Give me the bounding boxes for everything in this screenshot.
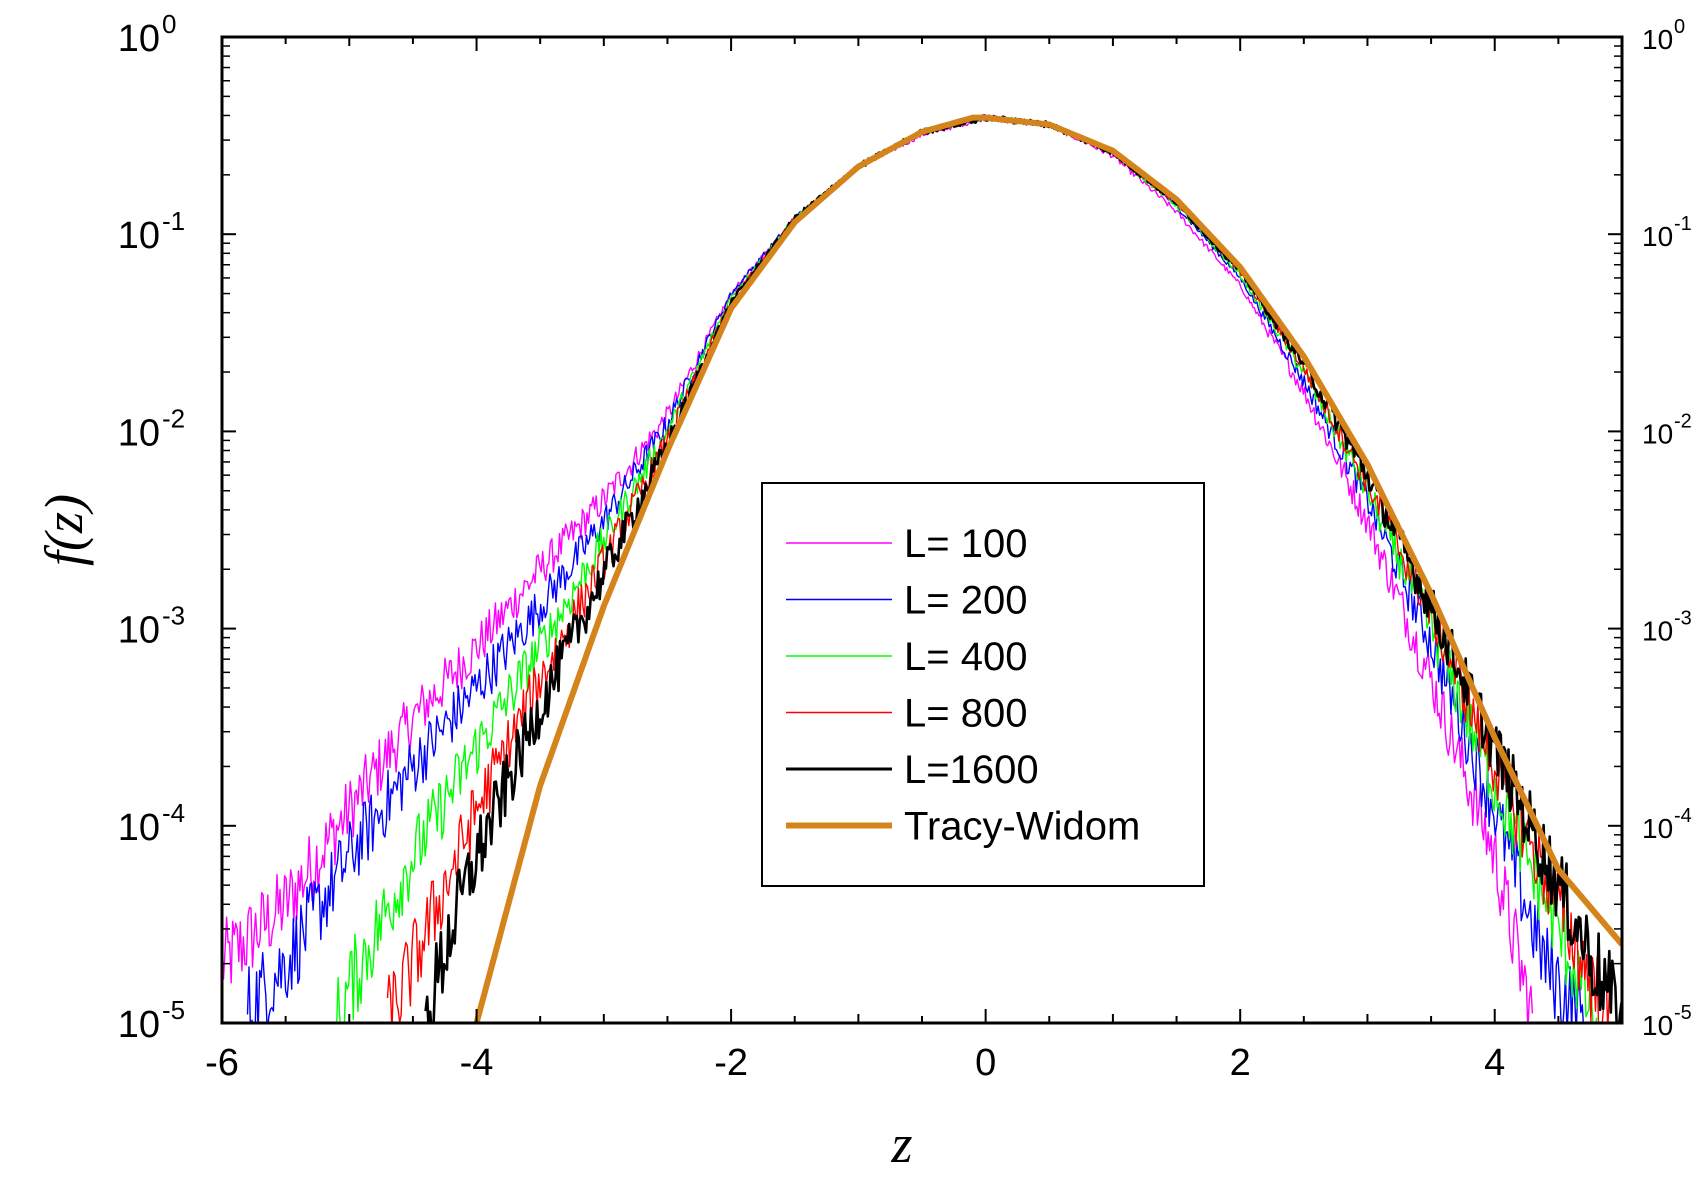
y-tick-label: 10	[118, 215, 160, 257]
y-tick-exponent: -3	[162, 601, 185, 631]
y-tick-label: 10	[118, 1004, 160, 1046]
y-tick-exponent: 0	[162, 9, 176, 39]
x-axis-title: z	[890, 1114, 912, 1174]
y-tick-label-right: 10	[1642, 221, 1673, 252]
y-tick-exponent-right: -3	[1674, 608, 1692, 630]
y-tick-exponent: -4	[162, 798, 185, 828]
legend-label: L=1600	[904, 748, 1039, 792]
legend-label: Tracy-Widom	[904, 805, 1140, 849]
legend-label: L= 100	[904, 522, 1027, 566]
tick-layer	[221, 36, 1623, 1024]
legend-label: L= 400	[904, 635, 1027, 679]
series-layer	[222, 114, 1622, 1023]
x-tick-label: 4	[1484, 1042, 1505, 1084]
x-tick-label: -4	[460, 1042, 494, 1084]
y-tick-exponent: -2	[162, 403, 185, 433]
y-tick-label: 10	[118, 18, 160, 60]
y-tick-label: 10	[118, 610, 160, 652]
y-tick-label-right: 10	[1642, 418, 1673, 449]
x-tick-label: 0	[975, 1042, 996, 1084]
y-tick-exponent-right: -4	[1674, 805, 1692, 827]
y-tick-label: 10	[118, 807, 160, 849]
x-tick-label: 2	[1230, 1042, 1251, 1084]
series-line-tracy-widom	[473, 114, 1622, 1023]
y-tick-exponent-right: -2	[1674, 410, 1692, 432]
y-tick-label-right: 10	[1642, 24, 1673, 55]
y-tick-exponent-right: 0	[1674, 16, 1685, 38]
y-tick-exponent: -1	[162, 206, 185, 236]
y-tick-label-right: 10	[1642, 1010, 1673, 1041]
legend-label: L= 200	[904, 579, 1027, 623]
legend-label: L= 800	[904, 692, 1027, 736]
y-tick-exponent-right: -5	[1674, 1002, 1692, 1024]
y-axis-title: f(z)	[34, 494, 94, 566]
legend-box	[761, 482, 1205, 887]
y-tick-label-right: 10	[1642, 616, 1673, 647]
y-tick-exponent: -5	[162, 995, 185, 1025]
legend: L= 100 L= 200 L= 400 L= 800 L=1600 Tracy-Wido…	[761, 482, 1205, 887]
legend-items: L= 100 L= 200 L= 400 L= 800 L=1600 Tracy-Wido…	[786, 522, 1140, 849]
y-tick-label-right: 10	[1642, 813, 1673, 844]
y-tick-label: 10	[118, 412, 160, 454]
x-tick-label: -2	[714, 1042, 748, 1084]
y-tick-exponent-right: -1	[1674, 213, 1692, 235]
x-tick-label: -6	[205, 1042, 239, 1084]
